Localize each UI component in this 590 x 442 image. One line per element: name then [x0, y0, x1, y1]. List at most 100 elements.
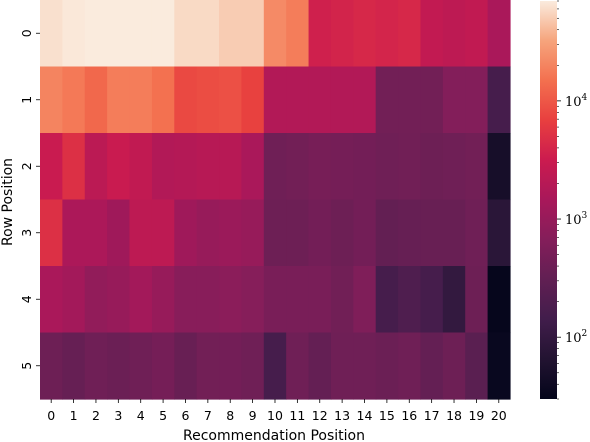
heatmap-cell [129, 199, 153, 267]
heatmap-cell [107, 0, 131, 68]
x-tick-label: 14 [357, 408, 373, 423]
x-tick-label: 7 [204, 408, 212, 423]
y-axis-label: Row Position [0, 158, 16, 246]
x-tick-label: 17 [424, 408, 440, 423]
heatmap-cell [442, 266, 466, 334]
heatmap-cell [286, 66, 310, 134]
heatmap-cell [151, 266, 175, 334]
heatmap-cell [420, 133, 444, 201]
heatmap-cell [107, 266, 131, 334]
heatmap-cell [241, 66, 265, 134]
heatmap-cell [353, 266, 377, 334]
heatmap-cell [375, 66, 399, 134]
heatmap-cell [151, 133, 175, 201]
heatmap-cell [420, 266, 444, 334]
heatmap-cell [353, 0, 377, 68]
y-tick-label: 0 [19, 29, 34, 37]
heatmap-cell [465, 133, 489, 201]
heatmap-cell [84, 266, 108, 334]
heatmap-cell [330, 266, 354, 334]
heatmap-cell [241, 133, 265, 201]
heatmap-cell [62, 0, 86, 68]
heatmap-cell [398, 0, 422, 68]
heatmap-cell [330, 133, 354, 201]
heatmap-cell [375, 332, 399, 400]
heatmap-cell [107, 199, 131, 267]
heatmap-cell [263, 0, 287, 68]
heatmap-cell [487, 266, 511, 334]
heatmap-cell [330, 199, 354, 267]
heatmap-cell [263, 66, 287, 134]
heatmap-cell [62, 266, 86, 334]
heatmap-cell [263, 332, 287, 400]
x-tick-label: 18 [446, 408, 462, 423]
x-tick-label: 13 [334, 408, 350, 423]
heatmap-cell [308, 133, 332, 201]
heatmap-cell [40, 66, 63, 134]
heatmap-cell [442, 66, 466, 134]
heatmap-cell [263, 133, 287, 201]
heatmap-cell [286, 199, 310, 267]
heatmap-cell [129, 0, 153, 68]
x-axis-label: Recommendation Position [183, 428, 365, 442]
heatmap-cell [465, 0, 489, 68]
heatmap-cells [40, 0, 511, 400]
heatmap-cell [330, 66, 354, 134]
heatmap-cell [129, 133, 153, 201]
x-tick-label: 4 [137, 408, 145, 423]
heatmap-cell [286, 133, 310, 201]
heatmap-cell [40, 133, 63, 201]
heatmap-cell [442, 0, 466, 68]
heatmap-cell [308, 0, 332, 68]
heatmap-cell [174, 266, 198, 334]
heatmap-cell [219, 332, 243, 400]
heatmap-cell [196, 133, 220, 201]
heatmap-cell [62, 133, 86, 201]
heatmap-cell [442, 133, 466, 201]
heatmap-cell [241, 199, 265, 267]
heatmap-cell [40, 266, 63, 334]
heatmap-cell [151, 0, 175, 68]
heatmap-cell [263, 266, 287, 334]
x-tick-label: 8 [226, 408, 234, 423]
heatmap-cell [398, 199, 422, 267]
y-tick-labels: 0 1 2 3 4 5 [19, 29, 40, 370]
heatmap-cell [286, 332, 310, 400]
x-tick-label: 3 [114, 408, 122, 423]
heatmap-cell [398, 332, 422, 400]
heatmap-cell [375, 199, 399, 267]
heatmap-cell [151, 332, 175, 400]
x-tick-labels: 0 1 2 3 4 5 6 7 8 9 10 11 12 13 14 15 16 17 18 19 20 [47, 399, 507, 423]
colorbar-tick-label: 102 [565, 329, 587, 346]
heatmap-cell [442, 332, 466, 400]
heatmap-cell [107, 66, 131, 134]
heatmap-cell [62, 332, 86, 400]
x-tick-label: 6 [181, 408, 189, 423]
y-tick-label: 2 [19, 162, 34, 170]
x-tick-label: 0 [47, 408, 55, 423]
colorbar-tick-label: 104 [565, 93, 588, 110]
heatmap-cell [196, 199, 220, 267]
heatmap-cell [263, 199, 287, 267]
heatmap-cell [353, 332, 377, 400]
heatmap-cell [487, 66, 511, 134]
x-tick-label: 12 [312, 408, 328, 423]
heatmap-cell [129, 266, 153, 334]
heatmap-cell [40, 332, 63, 400]
heatmap-cell [107, 332, 131, 400]
x-tick-label: 2 [92, 408, 100, 423]
heatmap-cell [375, 133, 399, 201]
heatmap-cell [375, 0, 399, 68]
colorbar-ticks: 102 103 104 [557, 0, 588, 400]
x-tick-label: 5 [159, 408, 167, 423]
heatmap-cell [196, 266, 220, 334]
heatmap-cell [398, 66, 422, 134]
heatmap-cell [129, 332, 153, 400]
heatmap-cell [107, 133, 131, 201]
heatmap-cell [174, 0, 198, 68]
y-tick-label: 4 [19, 295, 34, 303]
heatmap-cell [442, 199, 466, 267]
heatmap-cell [151, 199, 175, 267]
heatmap-cell [241, 0, 265, 68]
heatmap-cell [84, 332, 108, 400]
